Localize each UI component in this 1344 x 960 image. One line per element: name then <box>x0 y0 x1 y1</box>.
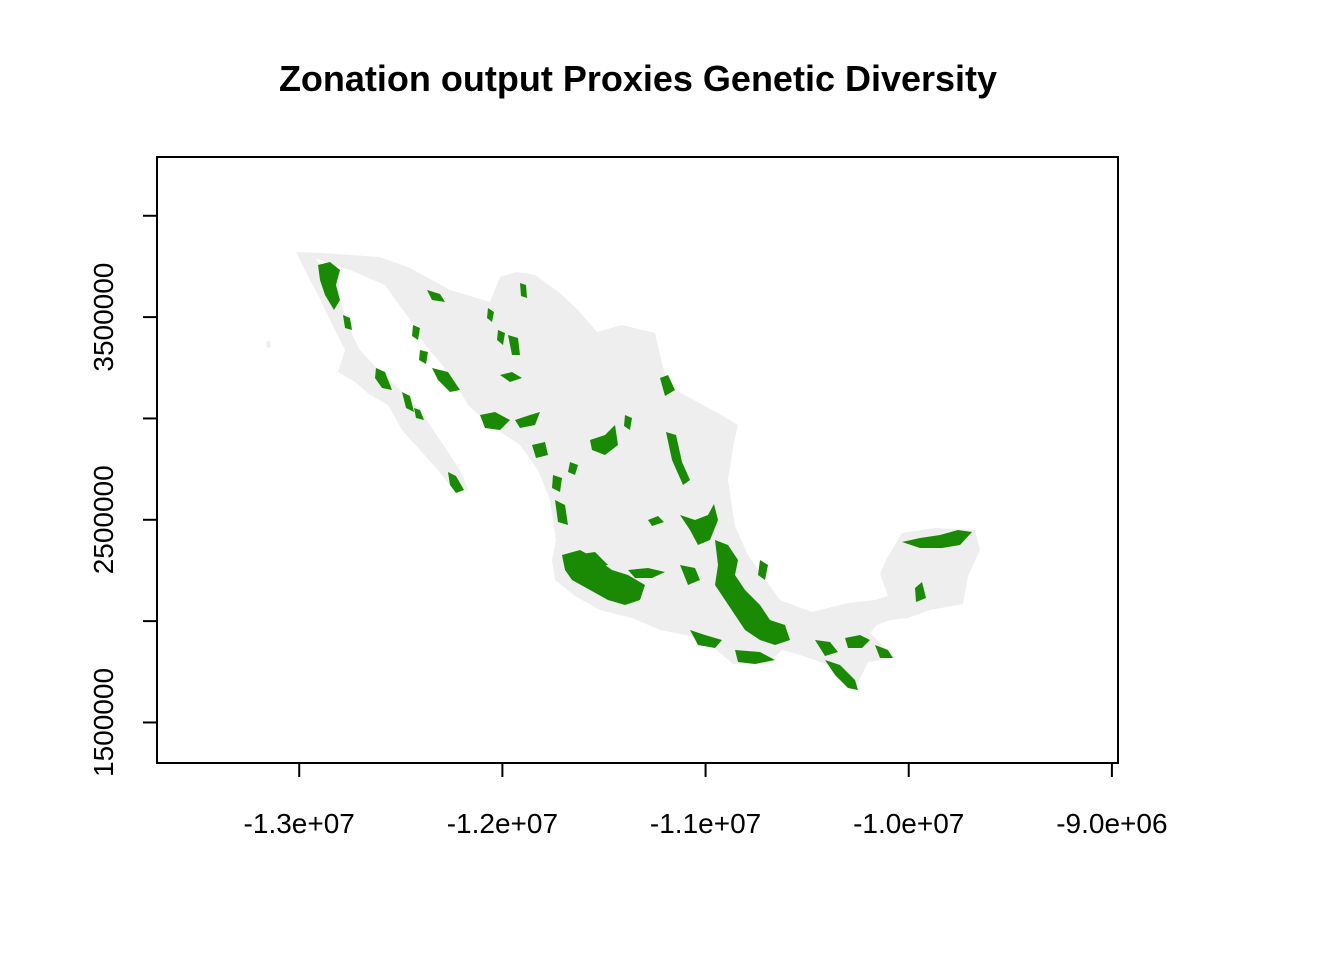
priority-area <box>690 630 722 648</box>
priority-area <box>402 392 414 412</box>
priority-area <box>815 640 838 656</box>
x-tick-label: -1.0e+07 <box>853 808 964 839</box>
priority-area <box>520 283 527 298</box>
y-axis: 1500000 2500000 3500000 <box>88 214 158 777</box>
priority-area <box>419 350 428 364</box>
priority-area <box>758 560 768 580</box>
priority-area <box>562 550 645 605</box>
priority-area <box>480 412 510 430</box>
y-tick-label: 3500000 <box>88 263 119 372</box>
priority-area <box>875 645 893 658</box>
baja-california-peninsula <box>296 252 468 492</box>
priority-area <box>532 442 548 458</box>
x-tick-label: -1.3e+07 <box>244 808 355 839</box>
priority-area <box>628 568 665 578</box>
priority-area <box>825 660 858 690</box>
priority-area <box>448 472 464 493</box>
priority-area <box>915 582 926 602</box>
plot-title: Zonation output Proxies Genetic Diversit… <box>278 58 998 99</box>
land-layer <box>266 252 980 693</box>
priority-area <box>427 290 445 302</box>
priority-area <box>568 462 578 475</box>
priority-area <box>552 475 562 492</box>
y-tick-label: 1500000 <box>88 668 119 777</box>
priority-area <box>666 432 690 485</box>
priority-area <box>508 335 520 355</box>
priority-area <box>845 635 870 648</box>
priority-area <box>500 372 522 382</box>
priority-area <box>680 565 700 585</box>
x-tick-label: -1.2e+07 <box>447 808 558 839</box>
priority-area <box>624 415 632 430</box>
guadalupe-island <box>266 341 271 348</box>
priority-area <box>660 375 675 396</box>
priority-area <box>414 408 424 420</box>
priority-area <box>497 330 505 345</box>
priority-area <box>575 552 608 568</box>
priority-area <box>432 368 460 392</box>
y-tick-label: 2500000 <box>88 465 119 574</box>
priority-area <box>318 262 340 310</box>
priority-area <box>902 530 972 548</box>
priority-area <box>487 308 494 322</box>
gulf-of-california <box>352 285 462 432</box>
x-tick-label: -9.0e+06 <box>1056 808 1167 839</box>
priority-area <box>412 325 420 340</box>
priority-area <box>648 516 664 526</box>
priority-area <box>735 650 775 664</box>
priority-area <box>375 368 392 390</box>
x-axis: -1.3e+07 -1.2e+07 -1.1e+07 -1.0e+07 -9.0e+06 <box>244 762 1168 839</box>
priority-area <box>715 540 790 645</box>
priority-area <box>680 504 718 545</box>
priority-area <box>590 425 618 455</box>
priority-area <box>515 412 540 428</box>
mexico-mainland <box>296 252 980 693</box>
x-tick-label: -1.1e+07 <box>650 808 761 839</box>
priority-area <box>343 315 352 330</box>
priority-area <box>555 500 568 525</box>
priority-layer <box>318 262 972 690</box>
